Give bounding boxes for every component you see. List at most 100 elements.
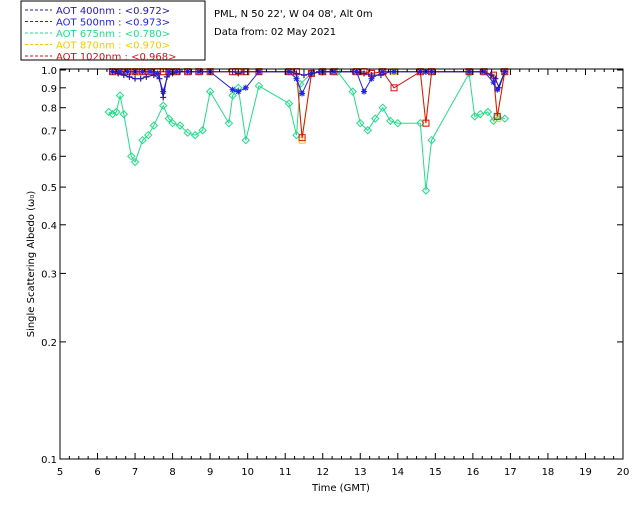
x-tick-label: 15: [429, 467, 442, 478]
data-point-2: [483, 107, 493, 117]
data-point-2: [175, 121, 185, 130]
legend-entry-2: AOT 675nm : <0.780>: [56, 29, 170, 40]
data-point-0: [120, 72, 127, 79]
chart-subtitle: Data from: 02 May 2021: [214, 27, 336, 38]
data-point-0: [361, 70, 368, 77]
data-point-2: [292, 130, 301, 140]
data-point-0: [160, 94, 167, 101]
data-point-4: [422, 119, 430, 127]
legend-entry-1: AOT 500nm : <0.973>: [56, 18, 170, 29]
data-point-1: [353, 68, 360, 75]
y-tick-label: 0.2: [41, 338, 57, 349]
y-axis: 0.1 0.2 0.3 0.4 0.5 0.6 0.7 0.8 0.9 1.0: [41, 66, 623, 466]
data-point-2: [378, 103, 387, 112]
x-tick-label: 20: [617, 467, 630, 478]
legend-box: [20, 0, 206, 61]
data-point-1: [481, 68, 488, 75]
x-tick-label: 14: [391, 467, 404, 478]
data-point-2: [164, 114, 174, 123]
data-point-2: [241, 135, 250, 145]
data-point-1: [139, 68, 146, 75]
data-point-2: [421, 186, 431, 195]
data-point-0: [501, 68, 508, 75]
y-tick-label: 0.5: [41, 183, 57, 194]
data-point-0: [150, 72, 157, 79]
legend: AOT 400nm : <0.972>AOT 500nm : <0.973>AO…: [20, 0, 206, 63]
data-point-1: [165, 68, 172, 75]
data-point-0: [417, 68, 424, 75]
data-point-4: [390, 84, 398, 92]
data-point-0: [466, 68, 473, 75]
x-tick-label: 8: [169, 467, 175, 478]
data-point-2: [427, 135, 436, 145]
y-tick-label: 1.0: [41, 66, 57, 77]
x-tick-label: 17: [504, 467, 517, 478]
y-tick-label: 0.4: [41, 221, 57, 232]
x-tick-label: 11: [279, 467, 292, 478]
data-point-0: [126, 73, 133, 80]
x-tick-label: 6: [94, 467, 100, 478]
data-point-2: [198, 126, 207, 135]
y-tick-label: 0.1: [41, 455, 57, 466]
data-point-2: [127, 152, 136, 161]
data-point-2: [104, 107, 114, 117]
data-point-1: [235, 88, 242, 95]
chart-title: PML, N 50 22', W 04 08', Alt 0m: [214, 9, 373, 20]
data-point-0: [428, 68, 435, 75]
data-point-0: [163, 73, 170, 80]
data-point-2: [112, 107, 121, 117]
data-point-0: [229, 68, 236, 75]
x-tick-label: 13: [354, 467, 367, 478]
data-point-0: [137, 75, 144, 82]
data-point-2: [149, 121, 159, 130]
x-tick-label: 18: [542, 467, 555, 478]
x-axis: 5 6 7 8 9 10 11 12 13 14 15 16 17 18 19 20: [57, 69, 630, 478]
x-tick-label: 9: [207, 467, 213, 478]
data-point-0: [377, 72, 384, 79]
data-point-0: [308, 70, 315, 77]
data-point-1: [173, 68, 180, 75]
data-point-0: [496, 84, 503, 91]
data-point-1: [293, 75, 300, 82]
data-point-2: [143, 130, 153, 140]
data-point-1: [160, 88, 167, 95]
data-point-0: [143, 73, 150, 80]
data-point-4: [493, 112, 501, 120]
data-point-2: [224, 118, 234, 128]
data-point-0: [240, 68, 247, 75]
data-point-2: [205, 87, 215, 96]
data-point-0: [492, 75, 499, 82]
y-tick-label: 0.7: [41, 126, 57, 137]
data-point-1: [490, 79, 497, 86]
data-point-2: [393, 118, 403, 128]
data-point-1: [379, 68, 386, 75]
data-point-0: [109, 68, 116, 75]
x-tick-label: 19: [579, 467, 592, 478]
data-point-2: [228, 91, 237, 100]
data-point-2: [363, 126, 372, 135]
data-point-2: [168, 118, 177, 128]
y-tick-label: 0.8: [41, 104, 57, 115]
legend-entry-0: AOT 400nm : <0.972>: [56, 6, 170, 17]
data-point-2: [476, 109, 485, 119]
data-point-0: [315, 68, 322, 75]
data-point-2: [183, 128, 192, 137]
y-tick-label: 0.6: [41, 152, 57, 163]
data-point-1: [154, 70, 161, 77]
data-point-2: [119, 109, 129, 119]
legend-entry-3: AOT 870nm : <0.970>: [56, 41, 170, 52]
data-point-2: [115, 91, 125, 100]
data-point-2: [108, 109, 117, 119]
data-point-2: [190, 130, 200, 140]
x-tick-label: 16: [466, 467, 479, 478]
legend-entry-4: AOT 1020nm : <0.968>: [56, 52, 176, 63]
data-point-2: [130, 157, 140, 167]
data-point-1: [124, 68, 131, 75]
y-tick-label: 0.3: [41, 269, 57, 280]
y-tick-label: 0.9: [41, 84, 57, 95]
data-point-2: [356, 118, 365, 128]
data-point-0: [132, 75, 139, 82]
data-point-0: [300, 72, 307, 79]
data-point-2: [500, 114, 509, 123]
